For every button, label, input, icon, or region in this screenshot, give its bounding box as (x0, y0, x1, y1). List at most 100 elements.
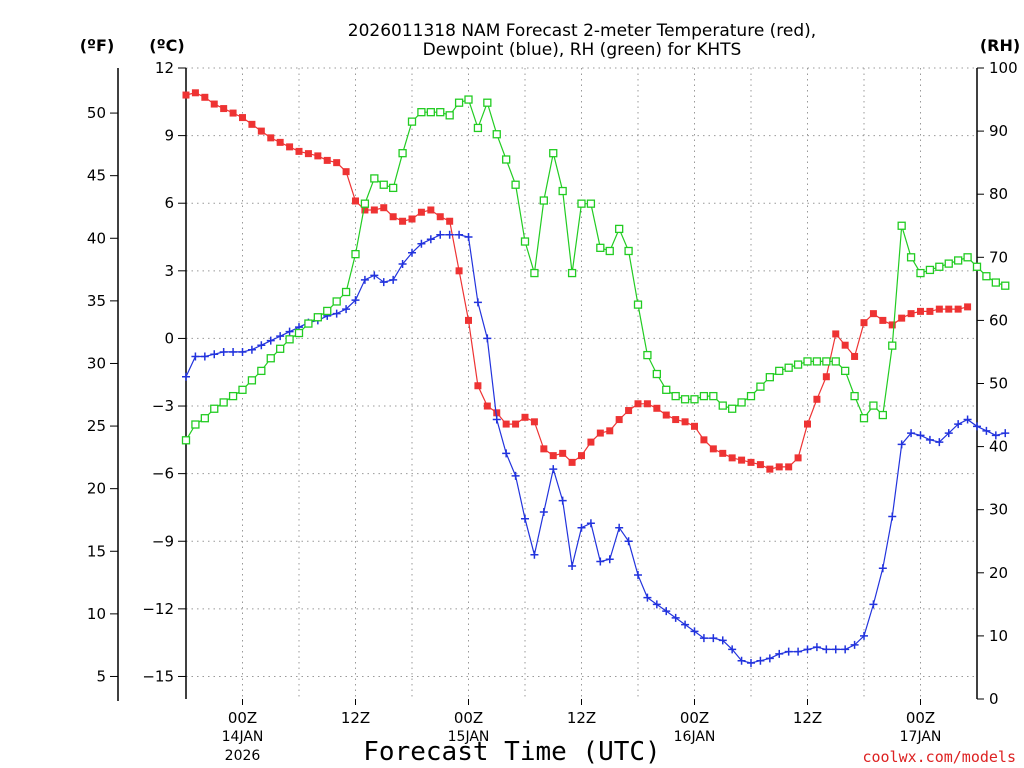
rh-point (454, 98, 464, 107)
rh-point (530, 268, 539, 278)
rh-point (690, 395, 699, 404)
rh-point (285, 335, 294, 344)
temperature-point (521, 413, 529, 421)
dewpoint-point (247, 345, 256, 354)
rh-point (219, 398, 228, 407)
dewpoint-point (539, 507, 548, 516)
dewpoint-point (596, 557, 605, 566)
celsius-tick-label: −3 (152, 397, 174, 415)
axes: 129630−3−6−9−12−155045403530252015105100… (87, 59, 1018, 764)
fahrenheit-tick-label: 15 (87, 542, 106, 560)
temperature-point (700, 436, 708, 444)
temperature-point (813, 395, 821, 403)
rh-point (822, 357, 831, 366)
rh-point (878, 410, 887, 420)
dewpoint-point (210, 350, 219, 359)
temperature-point (719, 449, 727, 457)
dewpoint-point (417, 239, 426, 248)
fahrenheit-tick-label: 20 (87, 480, 106, 498)
temperature-point (323, 156, 331, 164)
dewpoint-point (907, 429, 916, 438)
temperature-point (691, 422, 698, 430)
dewpoint-point (728, 645, 737, 654)
rh-point (294, 328, 304, 338)
rh-point (662, 385, 671, 394)
celsius-tick-label: 3 (164, 262, 174, 280)
dewpoint-point (511, 471, 520, 480)
rh-line (185, 98, 1006, 441)
temperature-point (578, 452, 585, 460)
temperature-series (182, 89, 972, 473)
rh-point (869, 401, 878, 410)
rh-point (897, 221, 906, 230)
dewpoint-point (568, 562, 577, 571)
temperature-point (191, 89, 199, 97)
rh-point (850, 391, 859, 401)
rh-point (266, 354, 275, 363)
temperature-point (879, 316, 887, 324)
dewpoint-point (822, 645, 831, 654)
temperature-point (841, 341, 849, 349)
temperature-point (417, 208, 425, 216)
dewpoint-point (718, 636, 727, 645)
rh-point (671, 391, 680, 401)
rh-point (954, 256, 963, 265)
celsius-tick-label: 6 (164, 194, 174, 212)
rh-point (718, 401, 727, 410)
temperature-point (756, 461, 764, 469)
rh-point (859, 414, 869, 423)
dewpoint-point (455, 230, 464, 239)
rh-point (210, 404, 219, 413)
x-tick-label: 00Z (906, 709, 935, 727)
rh-point (228, 391, 238, 401)
dewpoint-point (445, 230, 454, 239)
rh-point (238, 385, 247, 394)
rh-point (577, 199, 586, 208)
rh-point (633, 300, 643, 309)
rh-point (511, 180, 520, 189)
rh-point (200, 414, 209, 423)
dewpoint-point (925, 435, 934, 444)
temperature-point (286, 143, 294, 151)
x-tick-date: 16JAN (674, 729, 716, 745)
rh-point (586, 199, 596, 208)
dewpoint-point (944, 429, 953, 438)
temperature-point (747, 458, 755, 466)
celsius-tick-label: −12 (142, 600, 174, 618)
temperature-point (455, 267, 463, 275)
dewpoint-point (982, 426, 991, 435)
chart-title-line1: 2026011318 NAM Forecast 2-meter Temperat… (348, 21, 816, 41)
fahrenheit-tick-label: 40 (87, 229, 106, 247)
rh-point (520, 237, 530, 246)
fahrenheit-tick-label: 50 (87, 104, 106, 122)
rh-point (417, 108, 426, 117)
fahrenheit-tick-label: 5 (96, 667, 106, 685)
temperature-point (888, 321, 896, 329)
dewpoint-point (784, 647, 793, 656)
dewpoint-point (954, 420, 963, 429)
temperature-point (766, 465, 774, 473)
dewpoint-point (709, 634, 718, 643)
rh-point (332, 297, 341, 306)
temperature-point (926, 307, 934, 315)
dewpoint-point (492, 415, 501, 424)
rh-point (313, 313, 322, 322)
dewpoint-point (342, 305, 351, 314)
rh-point (323, 306, 332, 316)
rh-point (841, 366, 850, 376)
dewpoint-point (229, 347, 238, 356)
celsius-tick-label: 0 (164, 329, 174, 347)
dewpoint-point (652, 600, 661, 609)
celsius-tick-label: −15 (142, 667, 174, 685)
rh-point (483, 98, 492, 107)
left-unit-celsius: (ºC) (149, 36, 184, 55)
temperature-point (342, 168, 350, 176)
fahrenheit-tick-label: 30 (87, 354, 106, 372)
temperature-point (361, 206, 369, 214)
dewpoint-point (483, 334, 492, 343)
temperature-point (257, 127, 265, 135)
x-tick-year: 2026 (225, 748, 261, 764)
temperature-point (672, 416, 680, 424)
dewpoint-point (266, 336, 275, 345)
temperature-point (822, 373, 830, 381)
